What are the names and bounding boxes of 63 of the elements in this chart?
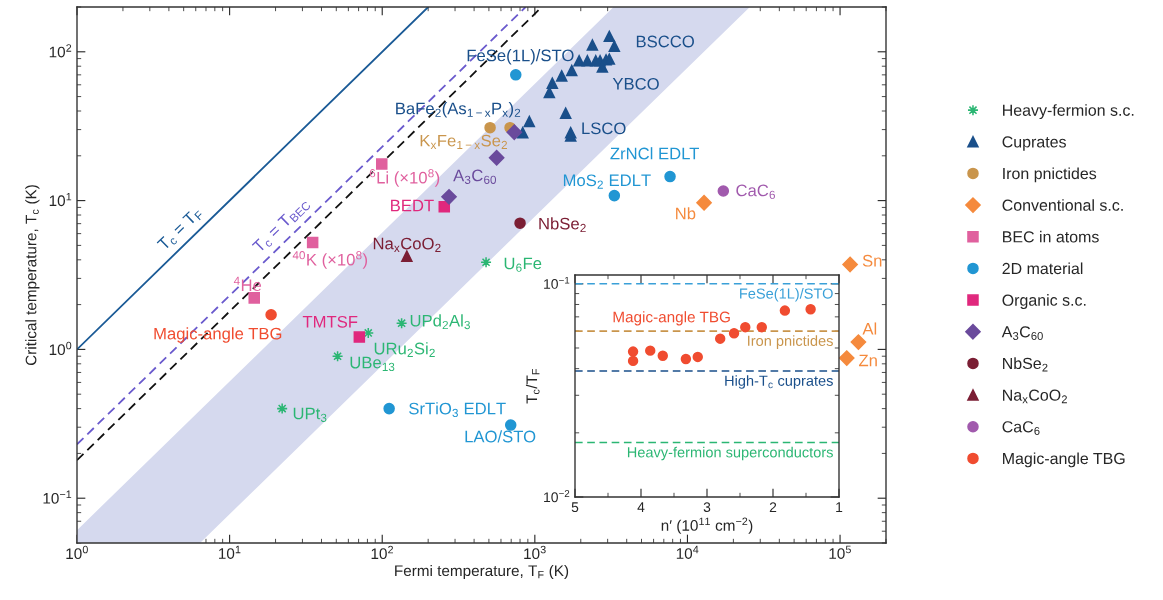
- legend-label: NbSe$_{2}$: [1003, 357, 1048, 372]
- x-tick-label: 10$^{1}$: [219, 545, 241, 559]
- legend-label: BEC in atoms: [1003, 230, 1099, 243]
- legend-label: Magic-angle TBG: [1003, 452, 1125, 468]
- annotation: BEDT: [391, 199, 434, 212]
- annotation: UPd$_{2}$Al$_{3}$: [410, 314, 470, 330]
- annotation: BSCCO: [636, 35, 694, 48]
- legend-label: 2D material: [1002, 262, 1083, 275]
- annotation: Magic-angle TBG: [613, 311, 730, 326]
- x-axis-title: Fermi temperature, T$_{F}$ (K): [395, 564, 569, 580]
- x-tick-label: 3: [703, 502, 711, 513]
- annotation: A$_{3}$C$_{60}$: [453, 169, 497, 184]
- annotation: NbSe$_{2}$: [539, 217, 586, 233]
- ref-line-label: High-T$_{c}$ cuprates: [725, 375, 833, 389]
- legend-label: Na$_{x}$CoO$_{2}$: [1003, 389, 1067, 404]
- x-tick-label: 10$^{4}$: [676, 545, 699, 559]
- ref-line-label: Iron pnictides: [748, 335, 833, 349]
- y-tick-label: 10$^{−2}$: [544, 490, 570, 503]
- y-tick-label: 10$^{−1}$: [43, 490, 72, 504]
- legend-label: Conventional s.c.: [1002, 199, 1123, 211]
- annotation: CaC$_{6}$: [736, 184, 775, 199]
- annotation: SrTiO$_{3}$ EDLT: [409, 402, 506, 418]
- y-tick-label: 10$^{0}$: [49, 341, 72, 356]
- annotation: K$_{x}$Fe$_{1−x}$Se$_{2}$: [420, 134, 507, 149]
- annotation: YBCO: [612, 77, 659, 90]
- ref-line-label: FeSe(1L)/STO: [740, 287, 833, 302]
- x-tick-label: 4: [637, 502, 645, 512]
- annotation: LAO/STO: [465, 430, 536, 443]
- legend-label: CaC$_{6}$: [1002, 421, 1040, 435]
- annotation: U$_{6}$Fe: [504, 257, 542, 272]
- legend-label: Cuprates: [1002, 136, 1066, 151]
- x-tick-label: 5: [571, 502, 579, 513]
- x-tick-label: 10$^{0}$: [66, 545, 88, 560]
- y-axis-title: T$_{c}$/T$_{F}$: [525, 368, 540, 404]
- text: T$_{c}$ = T$_{F}$: [156, 206, 205, 253]
- annotation: URu$_{2}$Si$_{2}$: [374, 342, 435, 357]
- annotation: TMTSF: [302, 315, 358, 328]
- x-tick-label: 10$^{2}$: [371, 545, 394, 560]
- y-axis-title: Critical temperature, T$_{c}$ (K): [25, 185, 40, 366]
- annotation: ZrNCl EDLT: [610, 147, 699, 160]
- y-tick-label: 10$^{2}$: [49, 44, 72, 58]
- legend-label: Heavy-fermion s.c.: [1003, 104, 1134, 120]
- annotation: Al: [862, 322, 877, 335]
- annotation: $^{40}$K (×10$^{8}$): [292, 251, 368, 269]
- y-tick-label: 10$^{−1}$: [544, 276, 570, 289]
- legend-label: Organic s.c.: [1002, 294, 1086, 309]
- annotation: UPt$_{3}$: [293, 407, 327, 422]
- x-tick-label: 1: [836, 502, 843, 512]
- annotation: MoS$_{2}$ EDLT: [563, 174, 651, 189]
- legend-label: A$_{3}$C$_{60}$: [1001, 326, 1043, 340]
- annotation: Na$_{x}$CoO$_{2}$: [373, 237, 441, 252]
- annotation: Nb: [676, 207, 696, 220]
- annotation: Sn: [862, 254, 882, 267]
- legend-label: Iron pnictides: [1003, 167, 1097, 183]
- annotation: LSCO: [582, 122, 626, 135]
- y-tick-label: 10$^{1}$: [49, 193, 72, 207]
- annotation: Zn: [859, 354, 877, 367]
- x-tick-label: 2: [769, 502, 777, 512]
- x-tick-label: 10$^{5}$: [829, 545, 851, 559]
- x-axis-title: n′ (10$^{11}$ cm$^{−2}$): [661, 517, 753, 534]
- annotation: UBe$_{13}$: [350, 356, 395, 372]
- x-tick-label: 10$^{3}$: [524, 545, 546, 560]
- ref-line-label: Heavy-fermion superconductors: [627, 446, 833, 461]
